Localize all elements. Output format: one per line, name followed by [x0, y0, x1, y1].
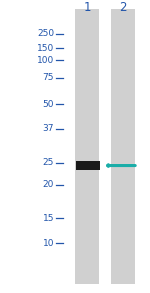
Bar — [76, 161, 100, 170]
Text: 25: 25 — [43, 158, 54, 167]
Text: 50: 50 — [42, 100, 54, 108]
Text: 2: 2 — [119, 1, 127, 14]
Text: 37: 37 — [42, 125, 54, 133]
Bar — [75, 9, 99, 284]
Text: 100: 100 — [37, 56, 54, 64]
Bar — [111, 9, 135, 284]
Text: 75: 75 — [42, 73, 54, 82]
Text: 15: 15 — [42, 214, 54, 223]
Text: 20: 20 — [43, 180, 54, 189]
Text: 250: 250 — [37, 29, 54, 38]
Text: 10: 10 — [42, 239, 54, 248]
Text: 1: 1 — [83, 1, 91, 14]
Text: 150: 150 — [37, 44, 54, 53]
